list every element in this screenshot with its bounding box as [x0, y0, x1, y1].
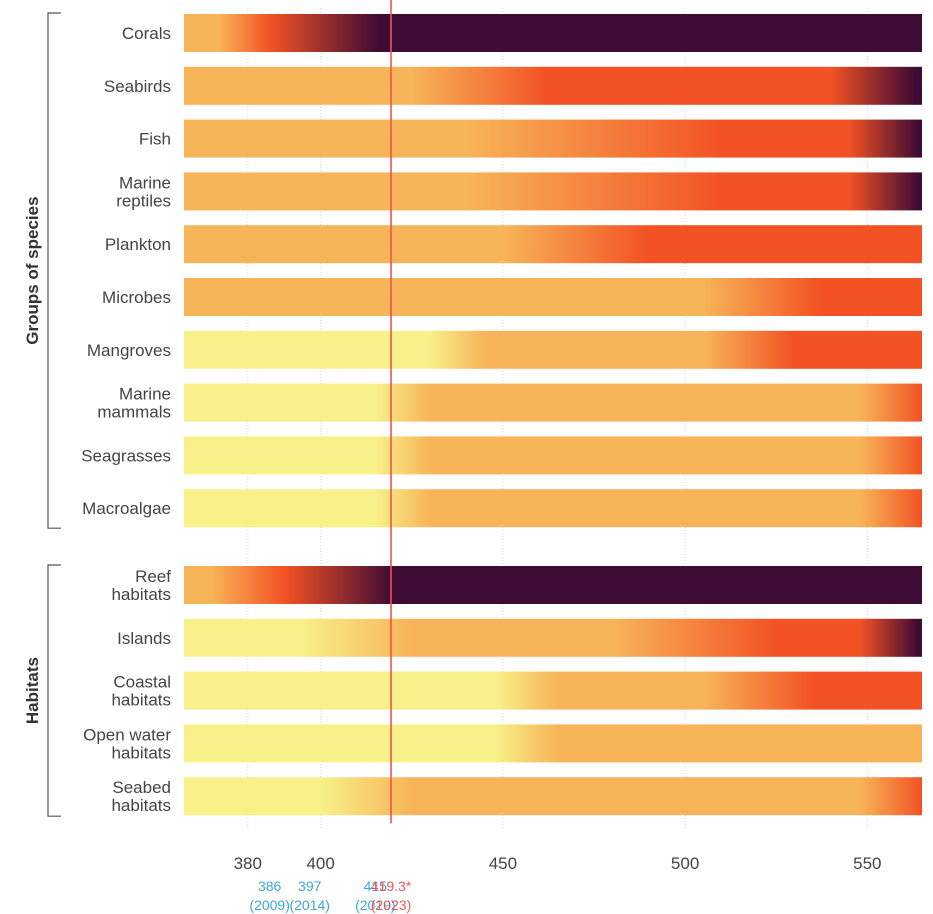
x-tick-label-450: 450 [489, 854, 517, 873]
heatmap-bar-islands [184, 618, 922, 657]
heatmap-bar-open-water-habitats [184, 724, 922, 763]
row-label-microbes: Microbes [102, 288, 171, 307]
x-tick-label-380: 380 [234, 854, 262, 873]
heatmap-bar-plankton [184, 225, 922, 264]
heatmap-bar-reef-habitats [184, 566, 922, 604]
heatmap-bar-seabed-habitats [184, 777, 922, 816]
x-tick-label-400: 400 [306, 854, 334, 873]
row-label-open-water-habitats: Open water habitats [83, 725, 171, 762]
row-label-coastal-habitats: Coastal habitats [111, 673, 171, 710]
row-label-seabed-habitats: Seabed habitats [111, 778, 171, 815]
group-bracket-habitats [47, 564, 61, 817]
x-tick-label-500: 500 [671, 854, 699, 873]
row-label-reef-habitats: Reef habitats [111, 567, 171, 604]
row-label-marine-mammals: Marine mammals [97, 385, 171, 422]
heatmap-bar-marine-mammals [184, 383, 922, 422]
marker-year-2009: (2009) [249, 897, 289, 913]
row-label-fish: Fish [139, 130, 171, 149]
marker-value-415: 415 [364, 878, 388, 894]
row-label-plankton: Plankton [105, 235, 171, 254]
heatmap-bar-microbes [184, 278, 922, 316]
heatmap-bar-macroalgae [184, 489, 922, 528]
marker-value-397: 397 [298, 878, 322, 894]
heatmap-bar-mangroves [184, 330, 922, 369]
group-bracket-groups-of-species [47, 12, 61, 529]
heatmap-bar-corals [184, 14, 922, 52]
heatmap-bar-marine-reptiles [184, 172, 922, 211]
heatmap-bar-seabirds [184, 66, 922, 105]
row-label-corals: Corals [122, 24, 171, 43]
group-title-habitats: Habitats [23, 657, 42, 724]
heatmap-bars [184, 14, 922, 816]
row-label-marine-reptiles: Marine reptiles [116, 173, 171, 210]
row-label-seagrasses: Seagrasses [81, 446, 171, 465]
row-labels: Corals Seabirds Fish Marine reptiles Plankton… [81, 24, 171, 815]
row-label-mangroves: Mangroves [87, 341, 171, 360]
marker-year-2019: (2019) [355, 897, 395, 913]
row-label-islands: Islands [117, 629, 171, 648]
x-axis: 380 400 450 500 550 386 (2009) 397 (2014) 415 (201… [234, 854, 882, 913]
marker-year-2014: (2014) [289, 897, 329, 913]
marker-value-386: 386 [258, 878, 282, 894]
heatmap-bar-seagrasses [184, 436, 922, 475]
group-title-groups-of-species: Groups of species [23, 196, 42, 344]
x-tick-label-550: 550 [853, 854, 881, 873]
heatmap-bar-coastal-habitats [184, 671, 922, 710]
marker-year-2023: (2023) [371, 897, 411, 913]
heatmap-bar-fish [184, 119, 922, 158]
row-label-seabirds: Seabirds [104, 77, 171, 96]
group-brackets: Groups of species Habitats [23, 12, 61, 817]
row-label-macroalgae: Macroalgae [82, 499, 171, 518]
marker-value-419-3: 419.3* [371, 878, 412, 894]
